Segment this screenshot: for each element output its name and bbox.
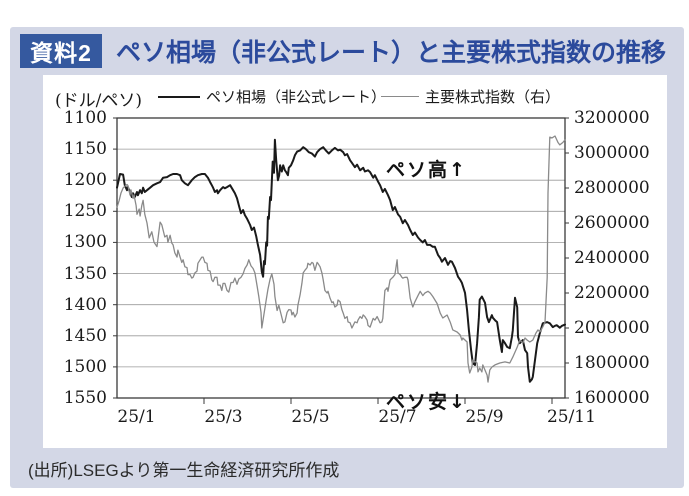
peso-line-sample-icon	[158, 95, 200, 98]
right-axis-tick-label: 1800000	[574, 353, 650, 373]
right-axis-tick-label: 2000000	[574, 318, 650, 338]
left-axis-tick-label: 1450	[63, 325, 107, 346]
left-axis-tick-label: 1550	[63, 388, 107, 408]
left-axis-tick-label: 1400	[63, 294, 107, 315]
right-axis-tick-label: 2600000	[574, 213, 650, 233]
series-line-1	[116, 135, 566, 383]
chart-area: (ドル/ペソ) ペソ相場（非公式レート） 主要株式指数（右） ペソ高↑ ペソ安↓…	[43, 75, 667, 448]
left-axis-tick-label: 1500	[63, 356, 107, 377]
x-axis-tick-label: 25/1	[117, 407, 156, 427]
series-line-0	[116, 138, 566, 383]
index-line-sample-icon	[381, 96, 419, 97]
annotation-peso-weak: ペソ安↓	[386, 391, 465, 413]
left-axis-tick-label: 1200	[63, 170, 107, 191]
legend-label-peso-rate: ペソ相場（非公式レート）	[206, 88, 387, 106]
figure-number-badge: 資料2	[20, 34, 102, 68]
right-axis-tick-label: 3200000	[574, 108, 650, 128]
up-arrow-icon: ↑	[449, 159, 465, 181]
right-axis-tick-label: 2800000	[574, 178, 650, 198]
left-axis-tick-label: 1100	[63, 108, 107, 128]
right-axis-tick-label: 1600000	[574, 388, 650, 408]
right-axis-tick-label: 2400000	[574, 248, 650, 268]
legend-label-stock-index: 主要株式指数（右）	[425, 88, 561, 106]
x-axis-tick-label: 25/11	[546, 407, 596, 427]
legend-item-stock-index: 主要株式指数（右）	[381, 86, 560, 107]
left-axis-tick-label: 1300	[63, 232, 107, 253]
left-axis-unit-label: (ドル/ペソ)	[55, 91, 142, 111]
source-note: (出所)LSEGより第一生命経済研究所作成	[28, 461, 340, 480]
x-axis-tick-label: 25/9	[465, 407, 504, 427]
right-axis-tick-label: 2200000	[574, 283, 650, 303]
left-axis-tick-label: 1350	[63, 263, 107, 284]
left-axis-tick-label: 1250	[63, 201, 107, 222]
annotation-peso-strong: ペソ高↑	[386, 159, 465, 181]
right-axis-tick-label: 3000000	[574, 143, 650, 163]
x-axis-tick-label: 25/7	[378, 407, 417, 427]
down-arrow-icon: ↓	[449, 391, 465, 413]
legend-item-peso-rate: ペソ相場（非公式レート）	[158, 86, 386, 107]
x-axis-tick-label: 25/3	[204, 407, 243, 427]
x-axis-tick-label: 25/5	[291, 407, 330, 427]
left-axis-tick-label: 1150	[63, 139, 107, 160]
chart-plot	[113, 117, 569, 404]
figure-title: ペソ相場（非公式レート）と主要株式指数の推移	[116, 39, 667, 67]
